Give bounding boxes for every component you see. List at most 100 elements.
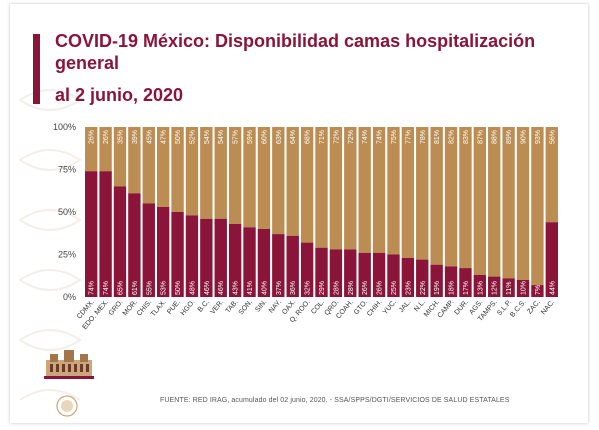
data-label-available: 88% [492,130,499,144]
data-label-available: 26% [89,130,96,144]
data-label-occupied: 10% [521,281,528,295]
data-label-available: 89% [506,130,513,144]
bar-available [142,127,155,204]
bar-available [171,127,184,212]
data-label-occupied: 40% [261,281,268,295]
data-label-available: 78% [420,130,427,144]
x-tick-label: YUC. [382,299,398,316]
x-tick-label: SON. [238,299,254,317]
bar-available [300,127,314,243]
data-label-occupied: 17% [463,281,470,295]
data-label-available: 82% [449,130,456,144]
data-label-occupied: 53% [161,281,168,295]
data-label-available: 77% [405,130,412,144]
slide-title: COVID-19 México: Disponibilidad camas ho… [55,31,536,73]
data-label-occupied: 46% [218,281,225,295]
bar-available [214,127,227,219]
data-label-occupied: 37% [276,281,283,295]
bar-occupied [214,218,227,297]
bar-occupied [531,285,544,297]
data-label-occupied: 48% [189,281,196,295]
data-label-available: 75% [391,130,398,144]
bar-available [430,127,443,265]
x-tick-label: SIN. [254,299,268,314]
data-label-available: 39% [132,130,139,144]
data-label-available: 56% [549,130,556,144]
bar-occupied [113,186,127,297]
data-label-occupied: 32% [305,281,312,295]
bar-occupied [416,259,429,297]
bar-available [516,127,530,280]
data-label-available: 74% [377,130,384,144]
bar-available [459,127,472,269]
data-label-occupied: 28% [348,281,355,295]
data-label-available: 60% [261,130,268,144]
data-label-occupied: 74% [103,281,110,295]
data-label-available: 68% [305,130,312,144]
bar-occupied [502,278,515,297]
data-label-occupied: 28% [333,281,340,295]
data-label-occupied: 43% [233,281,240,295]
data-label-occupied: 65% [117,281,124,295]
bar-available [315,127,328,248]
data-label-available: 63% [276,130,283,144]
data-label-occupied: 74% [89,281,96,295]
bar-occupied [243,227,256,297]
bar-occupied [444,266,458,297]
bar-available [488,127,501,277]
bar-available [200,127,213,219]
bar-occupied [300,242,314,297]
bar-occupied [344,249,357,297]
seal-icon [56,395,78,417]
bar-available [128,127,141,194]
data-label-available: 74% [362,130,369,144]
data-label-available: 81% [434,130,441,144]
x-tick-label: B.C.S. [509,299,527,319]
y-tick-label: 75% [58,165,76,175]
x-tick-label: HGO. [180,299,197,317]
bar-occupied [272,234,285,297]
x-tick-label: JAL. [398,299,412,314]
data-label-occupied: 36% [290,281,297,295]
data-label-available: 50% [175,130,182,144]
bar-available [228,127,242,224]
bar-available [272,127,285,235]
data-label-available: 45% [146,130,153,144]
bar-available [531,127,544,286]
bar-occupied [545,222,558,297]
source-footnote: FUENTE: RED IRAG, acumulado del 02 junio… [160,397,510,404]
data-label-available: 26% [103,130,110,144]
bar-occupied [185,215,199,297]
bar-occupied [286,235,299,297]
data-label-occupied: 41% [247,281,254,295]
government-building-logo [44,350,94,379]
bar-available [502,127,515,279]
bar-occupied [99,171,112,297]
bar-occupied [401,257,415,297]
bar-occupied [387,254,400,297]
bar-occupied [459,268,472,297]
bar-available [444,127,458,267]
bar-occupied [85,171,98,297]
bar-occupied [488,276,501,297]
bar-available [113,127,127,187]
bar-available [329,127,343,250]
data-label-available: 72% [348,130,355,144]
bar-occupied [128,193,141,297]
data-label-occupied: 13% [477,281,484,295]
bar-available [257,127,271,229]
bar-available [387,127,400,255]
data-label-available: 54% [218,130,225,144]
data-label-occupied: 46% [204,281,211,295]
bar-available [286,127,299,236]
data-label-occupied: 18% [449,281,456,295]
bar-occupied [257,229,271,297]
bar-available [243,127,256,228]
data-label-available: 52% [189,130,196,144]
data-label-occupied: 61% [132,281,139,295]
bar-occupied [142,203,155,297]
x-tick-label: VER. [209,299,225,316]
data-label-available: 59% [247,130,254,144]
data-label-occupied: 29% [319,281,326,295]
bar-occupied [315,247,328,297]
